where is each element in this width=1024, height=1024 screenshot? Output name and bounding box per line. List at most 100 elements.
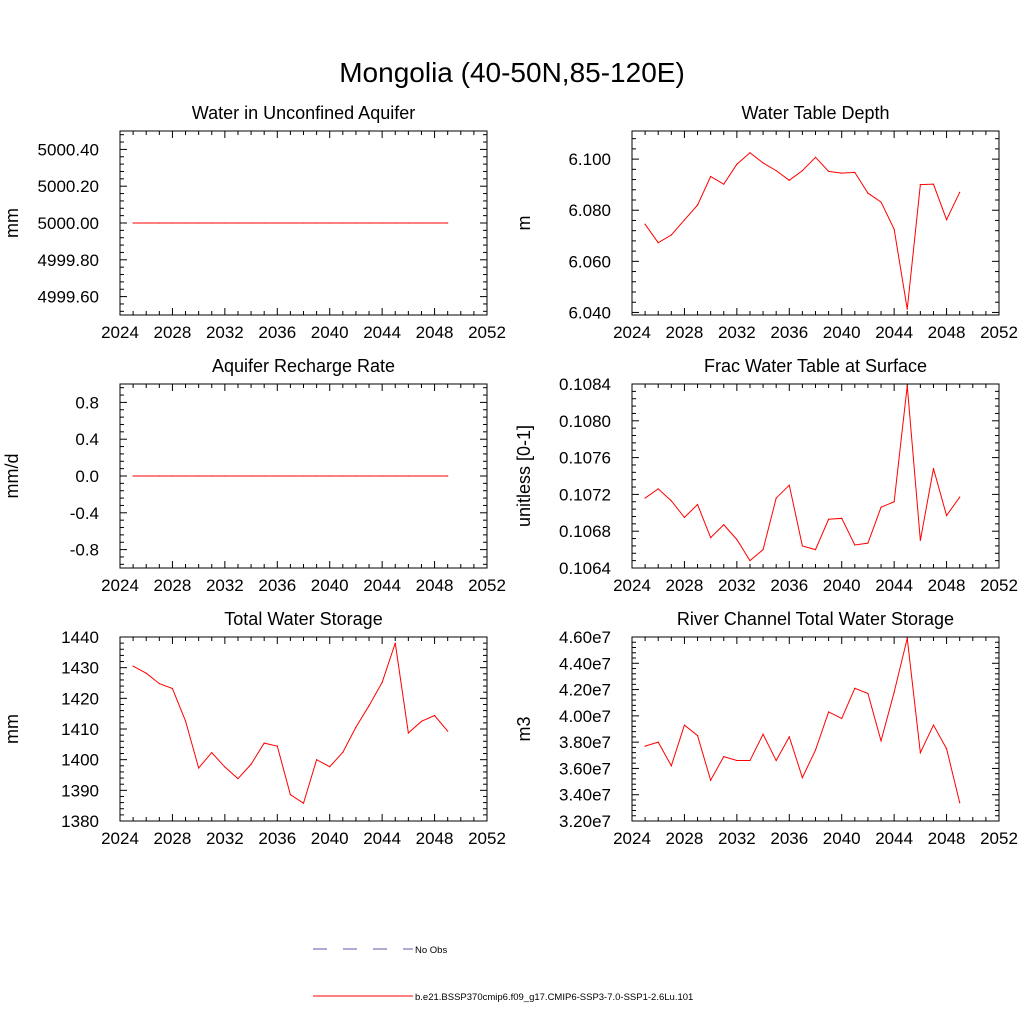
data-point bbox=[433, 222, 436, 224]
data-point bbox=[723, 756, 725, 758]
data-point bbox=[132, 222, 134, 224]
x-tick-label: 2052 bbox=[980, 323, 1018, 342]
legend-entry-no-obs: No Obs bbox=[313, 945, 447, 956]
y-tick-label: 3.40e7 bbox=[559, 786, 611, 805]
data-point bbox=[433, 714, 436, 717]
data-point bbox=[394, 222, 396, 224]
chart-title: Water Table Depth bbox=[741, 103, 889, 123]
y-tick-label: 1420 bbox=[61, 689, 99, 708]
data-point bbox=[420, 720, 423, 722]
data-point bbox=[145, 672, 147, 674]
data-point bbox=[880, 201, 882, 203]
data-point bbox=[302, 222, 305, 224]
data-point bbox=[171, 687, 174, 690]
y-tick-label: 4.00e7 bbox=[559, 707, 611, 726]
y-tick-label: 1440 bbox=[61, 628, 99, 647]
data-point bbox=[644, 497, 646, 499]
x-tick-label: 2028 bbox=[154, 829, 192, 848]
y-tick-label: 3.20e7 bbox=[559, 812, 611, 831]
plot-frame bbox=[631, 130, 1000, 316]
data-point bbox=[854, 171, 856, 173]
x-tick-label: 2044 bbox=[363, 576, 401, 595]
data-point bbox=[801, 170, 803, 172]
data-point bbox=[644, 223, 646, 225]
data-point bbox=[171, 475, 174, 477]
data-point bbox=[945, 219, 948, 221]
data-point bbox=[394, 475, 396, 477]
x-tick-label: 2040 bbox=[823, 829, 861, 848]
y-tick-label: 3.60e7 bbox=[559, 759, 611, 778]
y-tick-label: -0.8 bbox=[70, 541, 99, 560]
y-tick-label: 0.4 bbox=[75, 430, 99, 449]
data-point bbox=[736, 759, 738, 762]
x-tick-label: 2028 bbox=[666, 829, 704, 848]
data-point bbox=[828, 170, 830, 172]
data-point bbox=[237, 222, 239, 224]
data-point bbox=[211, 475, 213, 477]
y-axis-label: mm bbox=[2, 714, 22, 744]
data-point bbox=[132, 665, 134, 667]
data-point bbox=[945, 514, 948, 517]
data-point bbox=[447, 475, 449, 477]
x-tick-label: 2040 bbox=[823, 323, 861, 342]
data-point bbox=[263, 742, 265, 744]
data-point bbox=[447, 730, 449, 732]
y-tick-label: 6.100 bbox=[568, 150, 611, 169]
y-axis-label: mm/d bbox=[2, 454, 22, 499]
chart-frac-water-table-at-surface: Frac Water Table at Surface unitless [0-1… bbox=[514, 356, 1018, 595]
data-point bbox=[867, 692, 869, 695]
chart-title: River Channel Total Water Storage bbox=[677, 609, 954, 629]
x-tick-label: 2048 bbox=[928, 829, 966, 848]
data-point bbox=[696, 734, 699, 737]
x-tick-label: 2052 bbox=[980, 576, 1018, 595]
x-tick-label: 2024 bbox=[613, 576, 651, 595]
series-line bbox=[644, 152, 961, 310]
data-point bbox=[407, 475, 409, 477]
data-point bbox=[723, 183, 725, 185]
data-point bbox=[237, 475, 239, 477]
chart-total-water-storage: Total Water Storage mm 2024 2028 2032 2036 204… bbox=[2, 609, 506, 848]
data-point bbox=[880, 506, 882, 508]
data-point bbox=[158, 475, 160, 477]
x-tick-label: 2044 bbox=[875, 576, 913, 595]
data-point bbox=[420, 222, 423, 224]
x-tick-label: 2032 bbox=[718, 576, 756, 595]
x-tick-label: 2052 bbox=[468, 323, 506, 342]
data-point bbox=[683, 516, 686, 519]
data-point bbox=[224, 222, 226, 224]
chart-aquifer-recharge-rate: Aquifer Recharge Rate mm/d 2024 2028 2032 203… bbox=[2, 356, 506, 595]
y-tick-label: 0.1068 bbox=[559, 522, 611, 541]
data-point bbox=[670, 234, 672, 236]
x-tick-label: 2032 bbox=[206, 829, 244, 848]
data-point bbox=[736, 538, 738, 541]
data-point bbox=[644, 745, 646, 747]
data-point bbox=[749, 152, 751, 154]
x-tick-label: 2036 bbox=[258, 829, 296, 848]
y-tick-label: 4999.80 bbox=[38, 251, 99, 270]
data-point bbox=[302, 475, 305, 477]
data-point bbox=[447, 222, 449, 224]
data-point bbox=[342, 751, 344, 753]
x-tick-label: 2032 bbox=[718, 323, 756, 342]
data-point bbox=[841, 717, 843, 720]
data-point bbox=[394, 642, 396, 644]
y-tick-label: 1380 bbox=[61, 812, 99, 831]
y-tick-label: 6.060 bbox=[568, 252, 611, 271]
data-point bbox=[919, 184, 921, 186]
plot-frame bbox=[631, 383, 1000, 569]
data-point bbox=[959, 802, 961, 804]
figure-title: Mongolia (40-50N,85-120E) bbox=[339, 57, 685, 88]
data-point bbox=[198, 222, 200, 224]
x-tick-label: 2024 bbox=[613, 323, 651, 342]
data-point bbox=[145, 475, 147, 477]
series-line bbox=[644, 385, 961, 562]
data-point bbox=[184, 720, 187, 722]
x-tick-label: 2028 bbox=[154, 323, 192, 342]
data-point bbox=[132, 475, 134, 477]
data-point bbox=[749, 560, 751, 562]
x-tick-label: 2032 bbox=[206, 576, 244, 595]
data-point bbox=[906, 385, 908, 387]
x-tick-label: 2032 bbox=[718, 829, 756, 848]
data-point bbox=[276, 745, 278, 747]
data-point bbox=[696, 204, 699, 206]
